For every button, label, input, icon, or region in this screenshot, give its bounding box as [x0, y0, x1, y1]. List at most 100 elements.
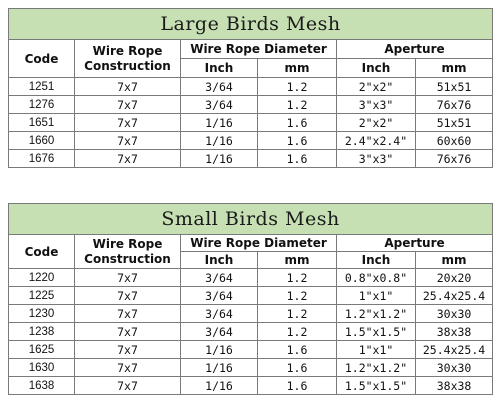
aperture-mm-cell: 38x38 [414, 322, 494, 341]
aperture-header: Aperture [335, 39, 494, 59]
construction-cell: 7x7 [74, 304, 181, 323]
diameter-inch-cell: 1/16 [180, 131, 258, 150]
code-cell: 1220 [8, 268, 75, 287]
code-header: Code [8, 39, 75, 78]
aperture-inch-cell: 1.5"x1.5" [336, 376, 416, 395]
aperture-mm-cell: 30x30 [414, 304, 494, 323]
diameter-inch-header: Inch [180, 251, 258, 269]
table-row: 1238 7x7 3/64 1.2 1.5"x1.5" 38x38 [8, 322, 494, 341]
aperture-mm-header: mm [414, 251, 494, 269]
aperture-inch-cell: 1"x1" [336, 286, 416, 305]
aperture-mm-cell: 51x51 [414, 77, 494, 96]
diameter-mm-cell: 1.2 [257, 322, 337, 341]
aperture-inch-cell: 3"x3" [336, 95, 416, 114]
diameter-inch-cell: 1/16 [180, 376, 258, 395]
diameter-header: Wire Rope Diameter [180, 234, 337, 252]
code-cell: 1625 [8, 340, 75, 359]
table-row: 1230 7x7 3/64 1.2 1.2"x1.2" 30x30 [8, 304, 494, 323]
diameter-inch-cell: 1/16 [180, 358, 258, 377]
small-birds-mesh-table: Small Birds Mesh Code Wire Rope Construc… [7, 203, 494, 395]
diameter-inch-cell: 3/64 [180, 286, 258, 305]
diameter-header: Wire Rope Diameter [180, 39, 337, 59]
code-cell: 1660 [8, 131, 75, 150]
aperture-mm-cell: 76x76 [414, 95, 494, 114]
diameter-mm-cell: 1.6 [257, 376, 337, 395]
construction-cell: 7x7 [74, 376, 181, 395]
diameter-mm-cell: 1.6 [257, 340, 337, 359]
aperture-mm-cell: 38x38 [414, 376, 494, 395]
table-row: 1676 7x7 1/16 1.6 3"x3" 76x76 [8, 149, 494, 168]
aperture-inch-cell: 1"x1" [336, 340, 416, 359]
aperture-mm-cell: 20x20 [414, 268, 494, 287]
construction-cell: 7x7 [74, 286, 181, 305]
construction-cell: 7x7 [74, 340, 181, 359]
table-row: 1630 7x7 1/16 1.6 1.2"x1.2" 30x30 [8, 358, 494, 377]
table-title: Large Birds Mesh [7, 8, 494, 40]
diameter-mm-cell: 1.6 [257, 149, 337, 168]
aperture-mm-cell: 25.4x25.4 [414, 286, 494, 305]
aperture-mm-cell: 25.4x25.4 [414, 340, 494, 359]
aperture-inch-cell: 3"x3" [336, 149, 416, 168]
aperture-inch-cell: 1.5"x1.5" [336, 322, 416, 341]
diameter-inch-cell: 3/64 [180, 77, 258, 96]
construction-cell: 7x7 [74, 77, 181, 96]
diameter-inch-cell: 3/64 [180, 268, 258, 287]
diameter-mm-cell: 1.6 [257, 131, 337, 150]
code-cell: 1251 [8, 77, 75, 96]
construction-cell: 7x7 [74, 358, 181, 377]
code-cell: 1230 [8, 304, 75, 323]
diameter-mm-header: mm [257, 58, 337, 78]
diameter-mm-cell: 1.2 [257, 95, 337, 114]
code-cell: 1638 [8, 376, 75, 395]
diameter-mm-cell: 1.6 [257, 113, 337, 132]
aperture-inch-cell: 2"x2" [336, 113, 416, 132]
aperture-inch-cell: 2"x2" [336, 77, 416, 96]
construction-cell: 7x7 [74, 95, 181, 114]
table-row: 1651 7x7 1/16 1.6 2"x2" 51x51 [8, 113, 494, 132]
construction-header: Wire Rope Construction [74, 234, 181, 269]
construction-cell: 7x7 [74, 268, 181, 287]
table-row: 1251 7x7 3/64 1.2 2"x2" 51x51 [8, 77, 494, 96]
code-cell: 1676 [8, 149, 75, 168]
diameter-mm-cell: 1.2 [257, 77, 337, 96]
aperture-inch-cell: 1.2"x1.2" [336, 304, 416, 323]
large-birds-mesh-table: Large Birds Mesh Code Wire Rope Construc… [7, 8, 494, 168]
table-body: 1220 7x7 3/64 1.2 0.8"x0.8" 20x20 1225 7x7 3/64 1… [8, 268, 494, 395]
aperture-mm-cell: 60x60 [414, 131, 494, 150]
diameter-inch-cell: 3/64 [180, 322, 258, 341]
diameter-mm-cell: 1.2 [257, 304, 337, 323]
diameter-mm-cell: 1.6 [257, 358, 337, 377]
diameter-inch-cell: 1/16 [180, 149, 258, 168]
aperture-mm-header: mm [414, 58, 494, 78]
construction-cell: 7x7 [74, 322, 181, 341]
code-cell: 1276 [8, 95, 75, 114]
diameter-inch-cell: 3/64 [180, 304, 258, 323]
table-row: 1276 7x7 3/64 1.2 3"x3" 76x76 [8, 95, 494, 114]
aperture-mm-cell: 30x30 [414, 358, 494, 377]
table-row: 1660 7x7 1/16 1.6 2.4"x2.4" 60x60 [8, 131, 494, 150]
table-row: 1638 7x7 1/16 1.6 1.5"x1.5" 38x38 [8, 376, 494, 395]
aperture-inch-header: Inch [336, 251, 416, 269]
table-row: 1225 7x7 3/64 1.2 1"x1" 25.4x25.4 [8, 286, 494, 305]
diameter-inch-header: Inch [180, 58, 258, 78]
construction-cell: 7x7 [74, 149, 181, 168]
code-cell: 1238 [8, 322, 75, 341]
table-title: Small Birds Mesh [7, 203, 494, 235]
diameter-inch-cell: 3/64 [180, 95, 258, 114]
table-row: 1625 7x7 1/16 1.6 1"x1" 25.4x25.4 [8, 340, 494, 359]
construction-cell: 7x7 [74, 113, 181, 132]
aperture-inch-cell: 2.4"x2.4" [336, 131, 416, 150]
aperture-mm-cell: 76x76 [414, 149, 494, 168]
diameter-inch-cell: 1/16 [180, 340, 258, 359]
aperture-header: Aperture [335, 234, 494, 252]
code-cell: 1651 [8, 113, 75, 132]
aperture-inch-cell: 0.8"x0.8" [336, 268, 416, 287]
construction-header: Wire Rope Construction [74, 39, 181, 78]
aperture-mm-cell: 51x51 [414, 113, 494, 132]
aperture-inch-header: Inch [336, 58, 416, 78]
diameter-mm-cell: 1.2 [257, 286, 337, 305]
table-row: 1220 7x7 3/64 1.2 0.8"x0.8" 20x20 [8, 268, 494, 287]
diameter-mm-header: mm [257, 251, 337, 269]
diameter-inch-cell: 1/16 [180, 113, 258, 132]
code-cell: 1225 [8, 286, 75, 305]
